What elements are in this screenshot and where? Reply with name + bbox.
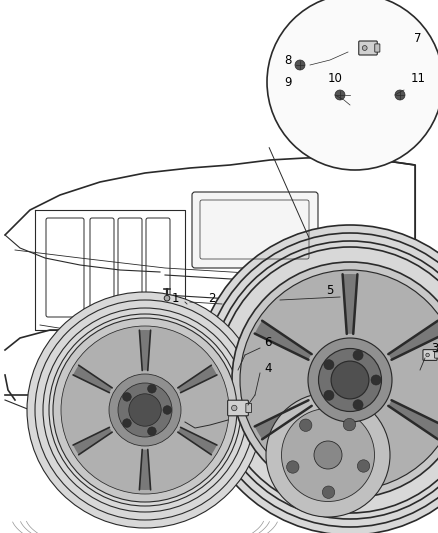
Circle shape [267, 0, 438, 170]
Circle shape [163, 406, 172, 414]
Circle shape [27, 292, 263, 528]
Circle shape [395, 90, 405, 100]
Circle shape [343, 418, 356, 431]
Circle shape [118, 383, 172, 437]
Circle shape [232, 405, 237, 411]
FancyBboxPatch shape [375, 44, 380, 52]
Text: 7: 7 [414, 31, 422, 44]
Circle shape [314, 441, 342, 469]
Circle shape [129, 394, 161, 426]
Text: 3: 3 [431, 342, 438, 354]
Circle shape [353, 400, 363, 410]
Circle shape [195, 225, 438, 533]
Circle shape [286, 461, 299, 473]
Text: 10: 10 [328, 71, 343, 85]
Circle shape [295, 60, 305, 70]
Circle shape [240, 270, 438, 490]
Text: 5: 5 [326, 284, 334, 296]
Polygon shape [178, 427, 217, 455]
FancyBboxPatch shape [246, 403, 251, 413]
Polygon shape [139, 330, 151, 370]
Circle shape [123, 393, 131, 401]
Circle shape [331, 361, 369, 399]
FancyBboxPatch shape [359, 41, 377, 55]
Circle shape [232, 262, 438, 498]
Polygon shape [255, 400, 312, 439]
Polygon shape [255, 321, 312, 360]
Circle shape [362, 46, 367, 51]
Text: 6: 6 [264, 335, 272, 349]
Text: 11: 11 [410, 71, 425, 85]
Circle shape [353, 350, 363, 360]
Polygon shape [139, 449, 151, 490]
Circle shape [109, 374, 181, 446]
Circle shape [371, 375, 381, 385]
Circle shape [266, 393, 390, 517]
FancyBboxPatch shape [228, 400, 248, 416]
Circle shape [322, 486, 335, 498]
FancyBboxPatch shape [423, 350, 437, 360]
Text: 9: 9 [284, 76, 292, 88]
Circle shape [308, 338, 392, 422]
Circle shape [148, 427, 156, 435]
Text: 8: 8 [284, 53, 292, 67]
Circle shape [324, 360, 334, 370]
Circle shape [300, 419, 312, 431]
Polygon shape [343, 274, 357, 334]
Circle shape [61, 326, 229, 494]
Circle shape [426, 353, 429, 357]
Circle shape [282, 408, 374, 502]
Polygon shape [73, 365, 112, 393]
FancyBboxPatch shape [192, 192, 318, 268]
Text: 2: 2 [208, 292, 216, 304]
Polygon shape [343, 426, 357, 486]
Circle shape [53, 318, 237, 502]
Polygon shape [389, 400, 438, 439]
Polygon shape [73, 427, 112, 455]
Polygon shape [347, 102, 369, 112]
Circle shape [357, 460, 370, 472]
Circle shape [318, 349, 381, 411]
Polygon shape [389, 321, 438, 360]
FancyBboxPatch shape [434, 352, 438, 358]
Circle shape [324, 390, 334, 400]
Polygon shape [178, 365, 217, 393]
Text: 4: 4 [264, 361, 272, 375]
Circle shape [123, 419, 131, 427]
Circle shape [148, 384, 156, 393]
Circle shape [164, 295, 170, 301]
Text: 1: 1 [171, 292, 179, 304]
Circle shape [335, 90, 345, 100]
